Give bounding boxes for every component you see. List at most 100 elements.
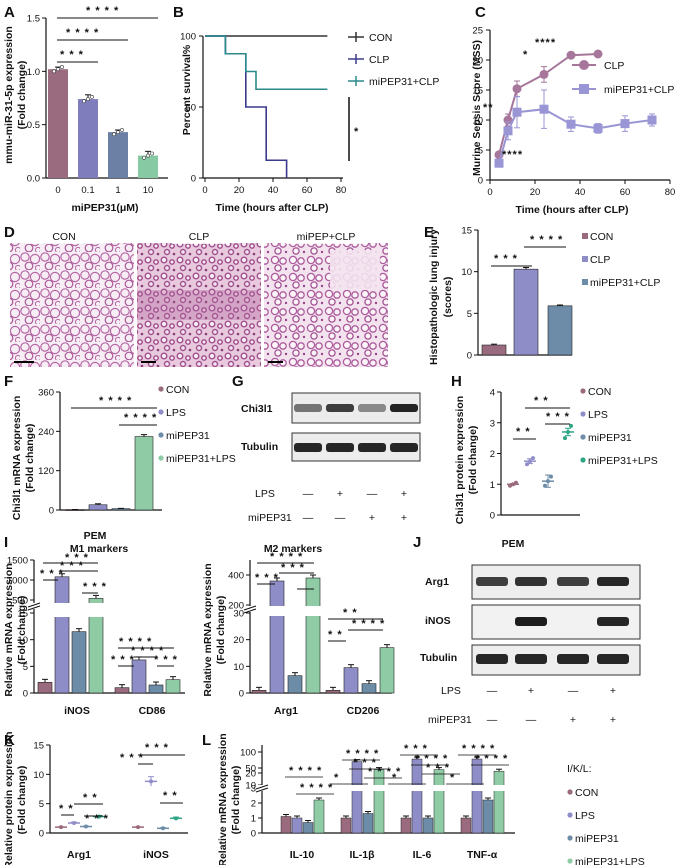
a-dot [120, 128, 124, 132]
a-significance [57, 17, 158, 63]
l-y-tick-label: 10 [245, 781, 256, 792]
c-x-tick-label: 40 [575, 187, 586, 198]
panel-label-e: E [424, 224, 434, 241]
k-y-tick-label: 15 [33, 741, 44, 752]
b-legend-con: CON [369, 32, 392, 44]
h-y-tick-label: 1 [490, 480, 495, 491]
e-y-tick-label: 15 [461, 226, 472, 237]
i-cat-cd86: CD86 [139, 705, 166, 717]
l-bar-break [433, 785, 445, 791]
i2-bar-break [269, 606, 285, 616]
a-xlabel: miPEP31(μM) [71, 202, 138, 214]
c-y-tick-label: 25 [472, 26, 483, 37]
l-legend-swatch [567, 835, 573, 841]
c-x-tick-label: 60 [620, 187, 631, 198]
l-bar-break [351, 785, 363, 791]
panel-label-l: L [202, 732, 211, 749]
i-sig-7: * * * * [131, 645, 164, 657]
i1-bar [37, 682, 53, 694]
c-sig-2: **** [502, 149, 523, 161]
h-point [569, 423, 573, 428]
f-legend-swatch [158, 386, 164, 392]
l-bar [493, 770, 505, 834]
i1-y-break-gap [28, 603, 40, 609]
k-ylabel-line2: (Fold change) [16, 766, 28, 835]
e-legend-swatch [582, 233, 588, 239]
j-lps-condition: + [610, 685, 616, 697]
h-legend: CON LPS miPEP31 miPEP31+LPS [580, 386, 658, 467]
l-y-tick-label: 50 [245, 764, 256, 775]
a-bar [78, 99, 98, 178]
panel-label-j: J [413, 534, 421, 551]
histology-con-image [10, 243, 134, 367]
h-sig-1: * * [516, 426, 531, 438]
k-sig-5: * * * [145, 742, 169, 754]
j-band-inos [515, 617, 547, 626]
a-x-tick-label: 10 [143, 185, 154, 196]
c-ylabel: Murine Sepsis Score (MSS) [471, 40, 483, 176]
a-dot [82, 99, 86, 104]
b-y-tick-label: 100 [180, 32, 196, 43]
l-bar [471, 758, 483, 834]
e-sig-2: * * * * [530, 234, 563, 246]
g-lps-condition: — [303, 488, 314, 500]
h-y-tick-label: 3 [490, 418, 495, 429]
l-legend-entry: miPEP31+LPS [575, 856, 645, 865]
e-legend-entry: CON [590, 231, 613, 243]
i1-bar-break [54, 603, 70, 617]
h-ylabel-line1: Chi3l1 protein expression [454, 396, 466, 524]
f-legend: CON LPS miPEP31 miPEP31+LPS [158, 384, 236, 465]
a-bar [138, 155, 158, 178]
j-row-label-mipep31: miPEP31 [428, 714, 472, 726]
f-bar [88, 504, 108, 511]
c-xlabel: Time (hours after CLP) [516, 204, 629, 216]
l-legend-title: I/K/L: [567, 763, 592, 775]
h-legend-swatch [580, 411, 586, 417]
panel-label-h: H [451, 373, 462, 390]
l-sig-mark: * * * [353, 757, 377, 769]
c-y-tick-label: 15 [472, 86, 483, 97]
f-ylabel-line2: (Fold change) [24, 424, 36, 493]
l-sig-mark: * * * [426, 762, 450, 774]
l-y-tick-label: 3 [251, 784, 256, 795]
g-mipep31-condition: — [303, 512, 314, 524]
b-axes: 0 50 100 0 20 40 60 80 [180, 32, 346, 197]
h-legend-entry: CON [588, 386, 611, 398]
h-point [511, 482, 515, 487]
panel-label-b: B [173, 4, 184, 21]
g-row-label-mipep31: miPEP31 [248, 512, 292, 524]
c-y-tick-label: 0 [478, 176, 483, 187]
k-sig-4: * * * [120, 752, 144, 764]
l-legend-swatch [567, 812, 573, 818]
k-point [149, 779, 153, 784]
panel-i-m2: M2 markers Relative mRNA expression (Fol… [202, 543, 395, 717]
c-sig-1: ** [483, 102, 494, 114]
a-bar [108, 132, 128, 178]
f-legend-swatch [158, 455, 164, 461]
k-sig-6: * * [163, 790, 178, 802]
b-x-tick-label: 20 [234, 185, 245, 196]
h-ylabel-line2: (Fold change) [467, 426, 479, 495]
l-bar [482, 799, 494, 834]
i2-y-break-mark [243, 608, 257, 614]
j-blot-label-inos: iNOS [425, 615, 451, 627]
l-bar [460, 817, 472, 834]
l-bars [280, 756, 505, 834]
d-title-clp: CLP [189, 231, 209, 243]
c-sig-4: **** [535, 37, 556, 49]
j-row-label-lps: LPS [441, 685, 461, 697]
f-sig-1: * * * * [99, 395, 132, 407]
h-legend-swatch [580, 434, 586, 440]
i-left-yaxis: 0 5 10 15 500 1000 1500 [7, 556, 41, 700]
a-y-tick-label: 1.5 [27, 14, 40, 25]
panel-label-f: F [4, 373, 13, 390]
i2-bar [379, 647, 395, 694]
a-dot [52, 69, 56, 74]
l-category-label: TNF-α [467, 849, 498, 861]
l-bar [362, 813, 374, 834]
l-y-tick-label: 1 [251, 814, 256, 825]
g-mipep31-condition: + [401, 512, 407, 524]
e-y-tick-label: 0 [467, 351, 472, 362]
g-lps-condition: + [401, 488, 407, 500]
c-point [503, 126, 513, 136]
